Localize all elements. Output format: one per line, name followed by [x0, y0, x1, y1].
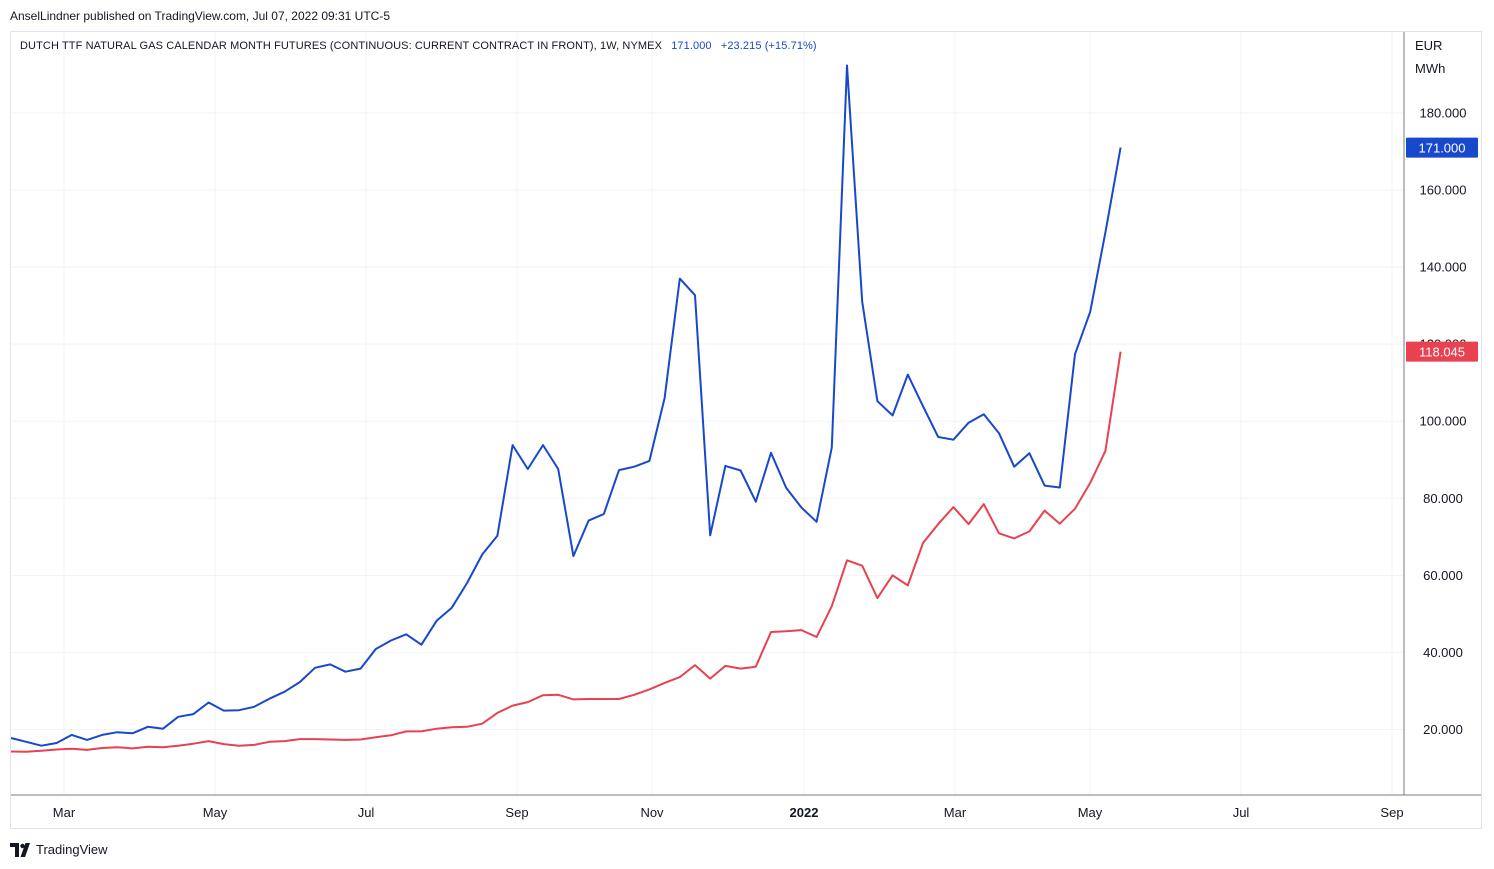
- series-line-0: [10, 64, 1122, 747]
- chart-legend: DUTCH TTF NATURAL GAS CALENDAR MONTH FUT…: [20, 40, 817, 52]
- y-tick-label: 60.000: [1423, 568, 1463, 583]
- y-tick-label: 140.000: [1420, 260, 1467, 275]
- legend-symbol: DUTCH TTF NATURAL GAS CALENDAR MONTH FUT…: [20, 40, 663, 52]
- series-line-1: [10, 351, 1122, 753]
- x-tick-label: Mar: [944, 805, 967, 820]
- y-tick-label: 100.000: [1420, 414, 1467, 429]
- publisher-credit: AnselLindner published on TradingView.co…: [10, 9, 391, 23]
- axis-layer: 20.00040.00060.00080.000100.000120.00014…: [11, 32, 1481, 820]
- axis-unit: MWh: [1415, 61, 1446, 76]
- x-tick-label: Sep: [1380, 805, 1403, 820]
- price-label-text: 171.000: [1419, 141, 1466, 156]
- series-layer: [10, 64, 1122, 753]
- x-tick-label: 2022: [790, 805, 819, 820]
- legend-last-value: 171.000: [671, 40, 712, 52]
- tradingview-logo-icon: [10, 842, 30, 857]
- y-tick-label: 160.000: [1420, 182, 1467, 197]
- y-tick-label: 20.000: [1423, 722, 1463, 737]
- chart-frame: [10, 31, 1482, 829]
- y-tick-label: 40.000: [1423, 645, 1463, 660]
- price-label-box: [1406, 137, 1478, 158]
- grid-layer: [11, 32, 1404, 795]
- axis-currency: EUR: [1415, 38, 1443, 53]
- x-tick-label: Nov: [640, 805, 664, 820]
- footer-brand[interactable]: TradingView: [10, 842, 108, 857]
- x-tick-label: May: [203, 805, 228, 820]
- price-label-layer: 171.000 118.045: [1406, 137, 1478, 362]
- price-label-text: 118.045: [1419, 345, 1465, 360]
- x-tick-label: Sep: [505, 805, 528, 820]
- x-tick-label: Jul: [358, 805, 375, 820]
- x-tick-label: Mar: [53, 805, 76, 820]
- price-label-box: [1406, 341, 1478, 362]
- y-tick-label: 180.000: [1420, 105, 1467, 120]
- x-tick-label: Jul: [1233, 805, 1250, 820]
- x-tick-label: May: [1078, 805, 1103, 820]
- legend-change: +23.215 (+15.71%): [720, 40, 817, 52]
- y-tick-label: 80.000: [1423, 491, 1463, 506]
- footer-brand-label: TradingView: [36, 842, 108, 857]
